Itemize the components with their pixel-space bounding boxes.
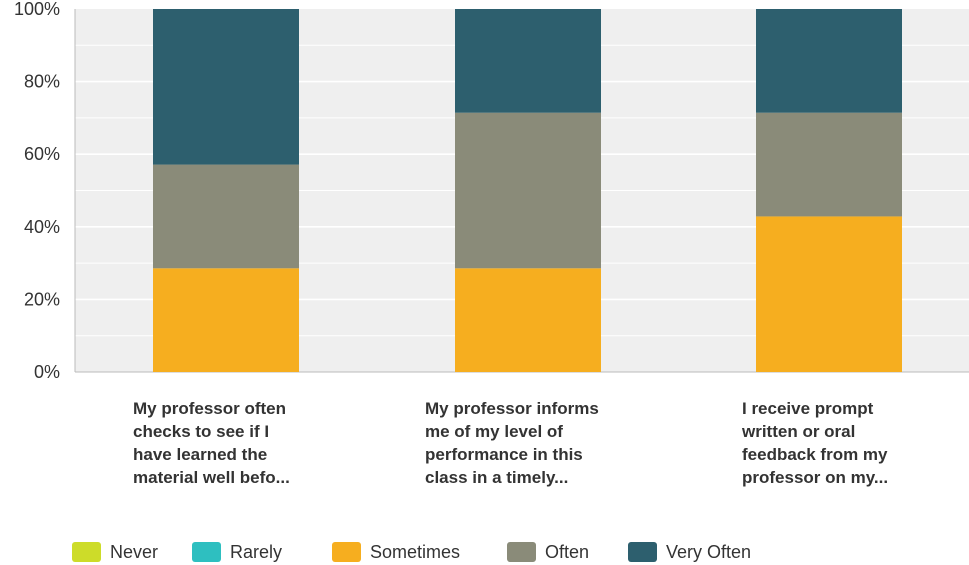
x-category-label: My professor often (133, 399, 286, 418)
y-tick-label: 100% (14, 0, 60, 19)
legend-label: Very Often (666, 542, 751, 562)
legend-swatch-very-often (628, 542, 657, 562)
x-category-label: written or oral (741, 422, 855, 441)
y-tick-label: 20% (24, 289, 60, 309)
legend-swatch-sometimes (332, 542, 361, 562)
x-category-label: I receive prompt (742, 399, 874, 418)
bar-segment-often (153, 164, 299, 269)
legend-swatch-rarely (192, 542, 221, 562)
legend-label: Often (545, 542, 589, 562)
x-category-label: checks to see if I (133, 422, 269, 441)
y-tick-label: 60% (24, 144, 60, 164)
bar-segment-often (756, 112, 902, 217)
x-category-label: class in a timely... (425, 468, 568, 487)
x-category-label: have learned the (133, 445, 267, 464)
legend-swatch-often (507, 542, 536, 562)
y-tick-label: 80% (24, 72, 60, 92)
bar-segment-often (455, 112, 601, 269)
legend-swatch-never (72, 542, 101, 562)
legend-label: Rarely (230, 542, 282, 562)
y-tick-label: 40% (24, 217, 60, 237)
bar-segment-sometimes (455, 268, 601, 372)
bar-segment-very-often (153, 9, 299, 165)
x-category-label: My professor informs (425, 399, 599, 418)
bar-segment-very-often (455, 9, 601, 113)
x-category-label: me of my level of (425, 422, 563, 441)
x-category-label: performance in this (425, 445, 583, 464)
x-category-label: material well befo... (133, 468, 290, 487)
bar-segment-very-often (756, 9, 902, 113)
legend-label: Sometimes (370, 542, 460, 562)
legend-label: Never (110, 542, 158, 562)
x-category-label: professor on my... (742, 468, 888, 487)
bar-segment-sometimes (153, 268, 299, 372)
y-tick-label: 0% (34, 362, 60, 382)
bar-segment-sometimes (756, 216, 902, 372)
x-category-label: feedback from my (742, 445, 888, 464)
